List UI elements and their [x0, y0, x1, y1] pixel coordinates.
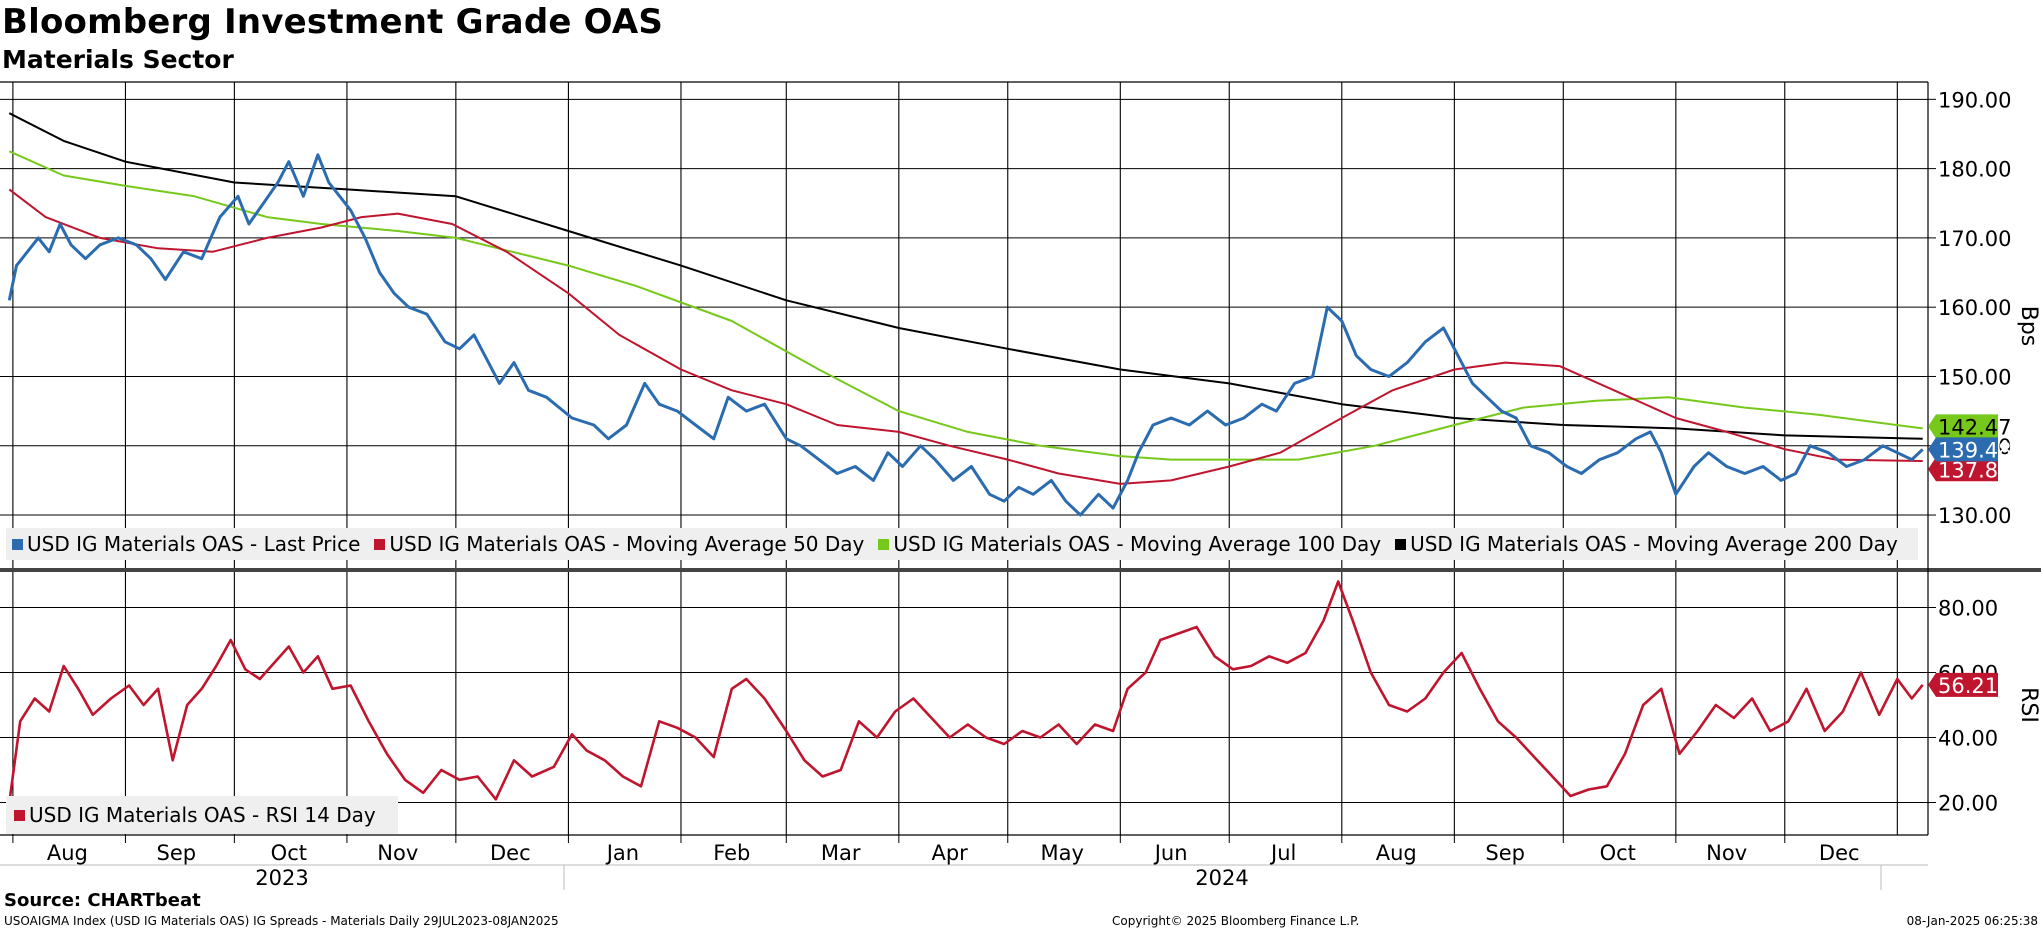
- legend-item: USD IG Materials OAS - Moving Average 20…: [1395, 532, 1898, 556]
- ma100-value-tag-bg: [1928, 414, 1998, 439]
- y-tick-label: 160.00: [1938, 296, 2011, 320]
- legend-swatch: [12, 538, 23, 550]
- legend-label: USD IG Materials OAS - Moving Average 50…: [389, 532, 865, 556]
- chart-title: Bloomberg Investment Grade OAS: [2, 2, 664, 42]
- x-month-label: Nov: [1706, 841, 1747, 865]
- x-month-label: Feb: [713, 841, 750, 865]
- grid-lines: [0, 82, 1928, 835]
- x-month-label: Jan: [605, 841, 639, 865]
- legend-swatch: [14, 809, 25, 821]
- legend-item: USD IG Materials OAS - RSI 14 Day: [14, 803, 376, 827]
- last-price-value-tag-text: 139.48: [1938, 438, 2011, 462]
- legend-swatch: [374, 538, 386, 550]
- x-month-label: Sep: [1485, 841, 1525, 865]
- y-tick-label: 180.00: [1938, 158, 2011, 182]
- y-axis-title-price: Bps: [2016, 306, 2041, 347]
- x-month-label: Aug: [47, 841, 88, 865]
- legend-item: USD IG Materials OAS - Last Price: [12, 532, 360, 556]
- copyright-text: Copyright© 2025 Bloomberg Finance L.P.: [1112, 914, 1360, 928]
- x-year-label: 2023: [255, 866, 308, 890]
- plot-series: [7, 112, 1924, 803]
- timestamp: 08-Jan-2025 06:25:38: [1906, 914, 2038, 928]
- y-tick-label: 20.00: [1938, 792, 1998, 816]
- series-line-ma100: [8, 150, 1923, 461]
- ma50-value-tag-text: 137.80: [1938, 458, 2011, 482]
- series-line-rsi: [8, 580, 1924, 803]
- y-tick-label: 40.00: [1938, 727, 1998, 751]
- x-year-label: 2024: [1195, 866, 1248, 890]
- x-month-label: Sep: [156, 841, 196, 865]
- series-line-last-price: [7, 153, 1924, 517]
- legend-swatch: [1395, 538, 1407, 550]
- y-tick-label: 80.00: [1938, 597, 1998, 621]
- ma50-value-tag: 137.80: [1928, 457, 2011, 482]
- source-label: Source: CHARTbeat: [4, 890, 201, 911]
- legend-label: USD IG Materials OAS - Moving Average 20…: [1410, 532, 1898, 556]
- x-month-label: Jun: [1153, 841, 1188, 865]
- ma50-value-tag-bg: [1928, 457, 1998, 482]
- x-month-label: Mar: [821, 841, 861, 865]
- series-line-ma200: [8, 112, 1923, 440]
- legend-swatch: [878, 538, 890, 550]
- legend-label: USD IG Materials OAS - Moving Average 10…: [893, 532, 1382, 556]
- series-line-ma50: [8, 188, 1923, 485]
- x-month-label: Jul: [1269, 841, 1296, 865]
- x-month-label: May: [1041, 841, 1084, 865]
- x-month-label: Aug: [1376, 841, 1417, 865]
- rsi-value-tag: 56.21: [1928, 672, 1998, 698]
- x-month-label: Apr: [931, 841, 968, 865]
- legend-item: USD IG Materials OAS - Moving Average 50…: [374, 532, 864, 556]
- rsi-value-tag-text: 56.21: [1938, 674, 1998, 698]
- last-price-value-tag-bg: [1928, 437, 1998, 462]
- last-price-value-tag: 139.48: [1928, 437, 2011, 462]
- x-month-label: Nov: [377, 841, 418, 865]
- x-month-label: Oct: [271, 841, 307, 865]
- y-tick-label: 190.00: [1938, 88, 2011, 112]
- x-month-label: Dec: [490, 841, 531, 865]
- legend-label: USD IG Materials OAS - Last Price: [27, 532, 361, 556]
- y-tick-label: 150.00: [1938, 365, 2011, 389]
- axis-labels: 130.00140.00150.00160.00170.00180.00190.…: [47, 88, 2041, 890]
- rsi-legend: USD IG Materials OAS - RSI 14 Day: [6, 796, 398, 834]
- legend-item: USD IG Materials OAS - Moving Average 10…: [878, 532, 1381, 556]
- chart-subtitle: Materials Sector: [2, 45, 234, 74]
- price-legend: USD IG Materials OAS - Last Price USD IG …: [6, 528, 1918, 560]
- ma100-value-tag-text: 142.47: [1938, 415, 2011, 439]
- ticker-description: USOAIGMA Index (USD IG Materials OAS) IG…: [4, 914, 559, 928]
- x-month-label: Dec: [1819, 841, 1860, 865]
- y-tick-label: 130.00: [1938, 504, 2011, 528]
- x-month-label: Oct: [1600, 841, 1636, 865]
- rsi-value-tag-bg: [1928, 672, 1998, 697]
- axes: [0, 81, 2041, 890]
- y-tick-label: 170.00: [1938, 227, 2011, 251]
- ma100-value-tag: 142.47: [1928, 414, 2011, 439]
- legend-label: USD IG Materials OAS - RSI 14 Day: [29, 803, 376, 827]
- y-axis-title-rsi: RSI: [2016, 687, 2041, 723]
